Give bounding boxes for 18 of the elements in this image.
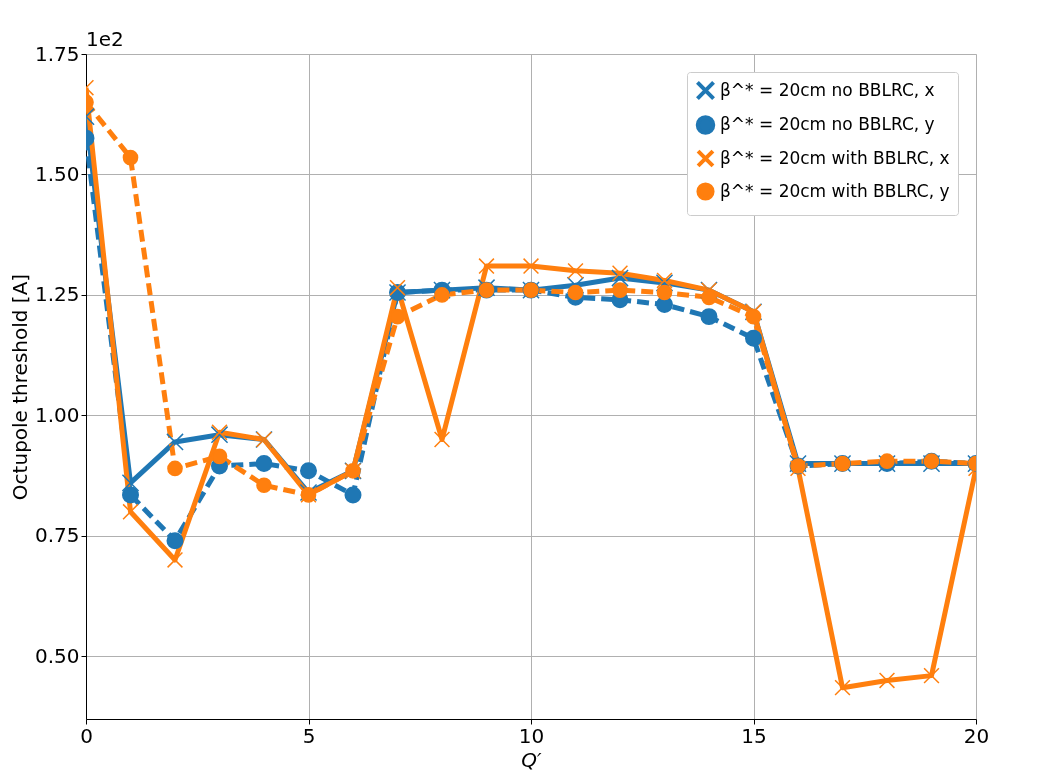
x-tick-label: 5	[302, 723, 316, 748]
legend-label: β^* = 20cm with BBLRC, y	[720, 180, 950, 201]
x-axis-title: Q′	[521, 747, 543, 770]
x-tick-label: 15	[741, 723, 767, 748]
y-tick-label: 0.75	[34, 523, 80, 548]
y-tick-label: 0.50	[34, 643, 80, 668]
legend-label: β^* = 20cm no BBLRC, y	[720, 114, 935, 134]
x-tick-label: 10	[518, 723, 545, 748]
x-tick-label: 0	[80, 723, 93, 748]
y-axis-title: Octupole threshold [A]	[7, 273, 32, 501]
y-tick-label: 1.50	[34, 161, 80, 186]
x-tick-label: 20	[963, 723, 990, 748]
y-tick-label: 1.25	[34, 282, 80, 307]
y-tick-label: 1.75	[34, 41, 80, 66]
text: 1e2	[86, 27, 124, 51]
legend-label: β^* = 20cm with BBLRC, x	[720, 147, 950, 168]
y-tick-label: 1.00	[34, 402, 80, 427]
legend-label: β^* = 20cm no BBLRC, x	[720, 79, 935, 100]
